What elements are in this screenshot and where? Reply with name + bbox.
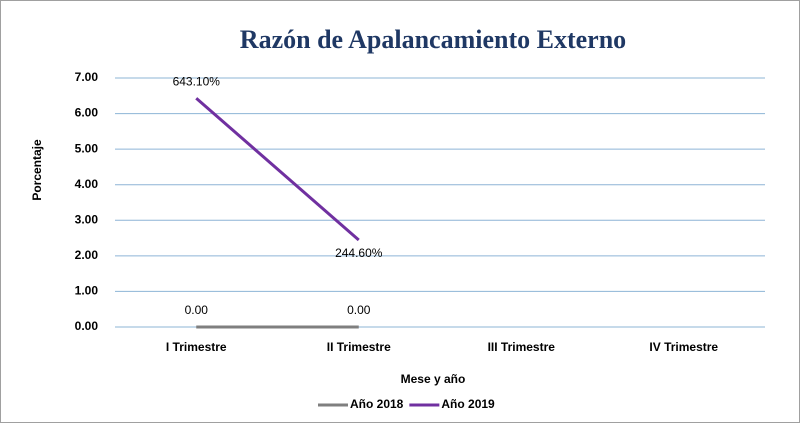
data-label: 0.00: [347, 303, 371, 317]
y-tick-label: 5.00: [75, 141, 99, 155]
y-tick-label: 7.00: [75, 70, 99, 84]
y-tick-label: 2.00: [75, 248, 99, 262]
y-tick-label: 3.00: [75, 212, 99, 226]
data-label: 0.00: [185, 303, 209, 317]
legend-label: Año 2018: [350, 397, 404, 411]
series-line: [195, 97, 360, 242]
y-tick-label: 4.00: [75, 177, 99, 191]
data-label: 643.10%: [173, 74, 221, 88]
y-tick-label: 6.00: [75, 106, 99, 120]
y-tick-label: 1.00: [75, 284, 99, 298]
x-tick-label: III Trimestre: [488, 340, 556, 354]
x-tick-label: IV Trimestre: [649, 340, 718, 354]
y-axis-title: Porcentaje: [30, 139, 44, 201]
data-label: 244.60%: [335, 246, 383, 260]
x-axis-title: Mese y año: [401, 372, 466, 386]
chart-title: Razón de Apalancamiento Externo: [240, 25, 626, 54]
x-tick-label: I Trimestre: [166, 340, 227, 354]
legend-label: Año 2019: [441, 397, 495, 411]
x-tick-label: II Trimestre: [327, 340, 391, 354]
y-tick-label: 0.00: [75, 319, 99, 333]
